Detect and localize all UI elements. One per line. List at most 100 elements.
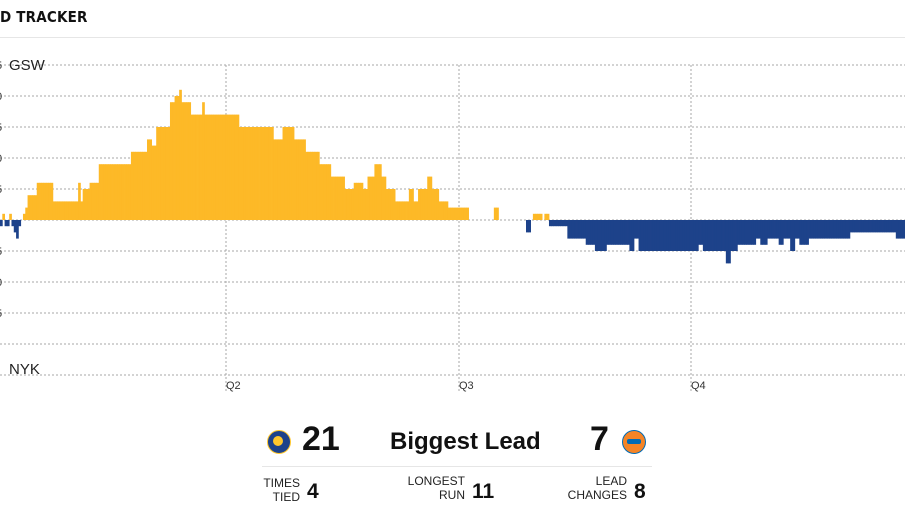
lead-bar-319 xyxy=(732,220,736,251)
lead-bar-304 xyxy=(698,220,701,245)
lead-bar-99 xyxy=(227,114,231,220)
lead-bar-322 xyxy=(739,220,743,245)
lead-bar-302 xyxy=(693,220,697,251)
lead-bar-124 xyxy=(284,127,288,220)
lead-bar-351 xyxy=(806,220,809,245)
lead-bar-291 xyxy=(668,220,672,251)
lead-bar-116 xyxy=(266,127,270,220)
lead-bar-263 xyxy=(604,220,607,251)
lead-bar-169 xyxy=(388,189,391,220)
lead-bar-88 xyxy=(202,102,205,220)
lead-bar-287 xyxy=(659,220,662,251)
lead-bar-55 xyxy=(126,164,130,220)
lead-bar-295 xyxy=(677,220,681,251)
lead-bar-360 xyxy=(826,220,830,239)
lead-bar-362 xyxy=(831,220,835,239)
lead-bar-8 xyxy=(18,220,22,227)
lead-bar-251 xyxy=(576,220,580,239)
lead-bar-194 xyxy=(445,201,449,220)
lead-bar-261 xyxy=(599,220,603,251)
lead-bar-139 xyxy=(319,164,322,220)
lead-changes-label-line1: LEAD xyxy=(595,474,627,488)
lead-bar-359 xyxy=(824,220,828,239)
lead-bar-200 xyxy=(459,207,463,220)
lead-bar-252 xyxy=(578,220,582,239)
lead-bar-373 xyxy=(856,220,860,233)
lead-bar-7 xyxy=(16,220,19,239)
lead-bar-137 xyxy=(314,151,318,220)
lead-bar-347 xyxy=(797,220,800,239)
lead-bar-245 xyxy=(562,220,566,227)
lead-bar-314 xyxy=(721,220,724,251)
lead-bar-14 xyxy=(32,195,35,220)
lead-bar-379 xyxy=(870,220,874,233)
nyk-logo-icon xyxy=(622,430,646,454)
page-title: D TRACKER xyxy=(0,8,88,26)
lead-bar-60 xyxy=(137,151,141,220)
lead-bar-167 xyxy=(383,176,387,220)
y-tick-label-1: 0 xyxy=(0,91,2,103)
lead-bar-1 xyxy=(2,213,5,220)
lead-bar-199 xyxy=(457,207,460,220)
lead-bar-312 xyxy=(716,220,720,251)
lead-bar-232 xyxy=(532,213,536,220)
lead-bar-73 xyxy=(167,127,171,220)
lead-bar-260 xyxy=(597,220,600,251)
lead-bar-18 xyxy=(41,182,45,220)
lead-bar-183 xyxy=(420,189,424,220)
lead-bar-44 xyxy=(101,164,104,220)
lead-bar-333 xyxy=(764,220,768,245)
lead-bar-377 xyxy=(865,220,869,233)
lead-bar-115 xyxy=(264,127,267,220)
lead-bar-154 xyxy=(353,182,357,220)
lead-bar-235 xyxy=(539,213,543,220)
lead-bar-170 xyxy=(390,189,394,220)
lead-bar-243 xyxy=(558,220,561,227)
lead-bar-316 xyxy=(725,220,729,264)
lead-bar-81 xyxy=(186,102,189,220)
lead-bar-149 xyxy=(342,176,345,220)
lead-changes-value: 8 xyxy=(634,480,646,503)
lead-bar-246 xyxy=(565,220,568,227)
lead-bar-50 xyxy=(114,164,118,220)
lead-bar-361 xyxy=(829,220,832,239)
lead-bar-0 xyxy=(0,220,3,227)
lead-bar-387 xyxy=(888,220,892,233)
lead-bar-180 xyxy=(413,201,417,220)
lead-changes-label-line2: CHANGES xyxy=(567,488,627,502)
lead-bar-303 xyxy=(695,220,699,251)
lead-bar-109 xyxy=(250,127,254,220)
lead-bar-38 xyxy=(87,189,90,220)
times-tied-value: 4 xyxy=(307,480,319,503)
lead-bar-36 xyxy=(82,189,86,220)
lead-bar-300 xyxy=(689,220,692,251)
gsw-biggest-lead: 21 xyxy=(302,420,340,458)
lead-bar-71 xyxy=(163,127,166,220)
lead-bar-299 xyxy=(686,220,690,251)
lead-bar-133 xyxy=(305,151,309,220)
lead-tracker-chart: Q2 Q3 Q4 5 0 5 0 5 5 0 5 GSW NYK xyxy=(0,57,905,392)
lead-bar-340 xyxy=(780,220,784,245)
lead-bar-371 xyxy=(852,220,855,233)
lead-bar-129 xyxy=(296,139,300,220)
lead-changes-label: LEAD CHANGES xyxy=(562,474,627,502)
lead-bar-152 xyxy=(349,189,352,220)
lead-bar-48 xyxy=(110,164,113,220)
lead-bar-230 xyxy=(528,220,531,233)
lead-bar-375 xyxy=(861,220,865,233)
lead-bar-357 xyxy=(820,220,823,239)
lead-bar-35 xyxy=(80,201,84,220)
lead-bar-79 xyxy=(181,102,185,220)
lead-bar-315 xyxy=(723,220,727,251)
lead-bar-108 xyxy=(248,127,251,220)
lead-bar-264 xyxy=(606,220,610,245)
lead-bar-278 xyxy=(638,220,642,251)
lead-bar-307 xyxy=(705,220,708,251)
lead-bar-346 xyxy=(794,220,798,239)
lead-bar-369 xyxy=(847,220,851,239)
lead-bar-37 xyxy=(84,189,88,220)
y-axis-top-label: GSW xyxy=(9,57,46,74)
lead-bar-321 xyxy=(737,220,741,245)
lead-bar-104 xyxy=(238,127,242,220)
lead-bar-51 xyxy=(117,164,120,220)
